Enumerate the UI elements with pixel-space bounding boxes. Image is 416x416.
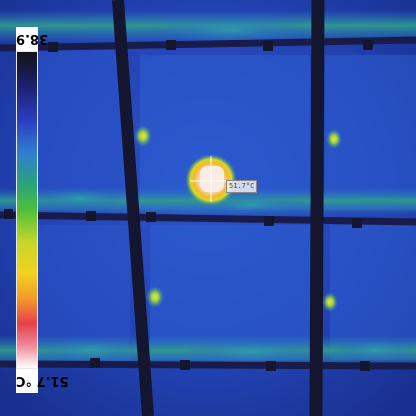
frame-column-left bbox=[112, 0, 154, 416]
spot-temperature-label: 51.7°C bbox=[226, 180, 258, 193]
hotspot-core bbox=[200, 166, 224, 192]
frame-rail-bottom bbox=[0, 360, 416, 370]
crosshair-icon bbox=[190, 156, 232, 202]
cell-upper-right bbox=[325, 55, 416, 210]
warm-patch-2 bbox=[30, 186, 130, 210]
color-scale-bar bbox=[16, 51, 38, 369]
warm-spot-1 bbox=[134, 125, 152, 147]
rail-connectors bbox=[4, 40, 373, 371]
warm-patch-6 bbox=[335, 338, 415, 362]
scale-min-label: 51.7 °C bbox=[16, 369, 69, 393]
warm-spot-4 bbox=[322, 292, 338, 312]
frame-rail-top bbox=[0, 36, 416, 52]
warm-patch-4 bbox=[35, 336, 145, 364]
temperature-scale: 38.9 51.7 °C bbox=[16, 27, 69, 393]
warm-spot-3 bbox=[146, 286, 164, 308]
frame-column-right bbox=[309, 0, 325, 416]
frame-rail-middle bbox=[0, 211, 416, 226]
warm-patch-1 bbox=[150, 14, 310, 46]
scale-max-label: 38.9 bbox=[16, 27, 48, 51]
warm-spot-2 bbox=[326, 129, 342, 149]
warm-patch-5 bbox=[180, 339, 320, 365]
